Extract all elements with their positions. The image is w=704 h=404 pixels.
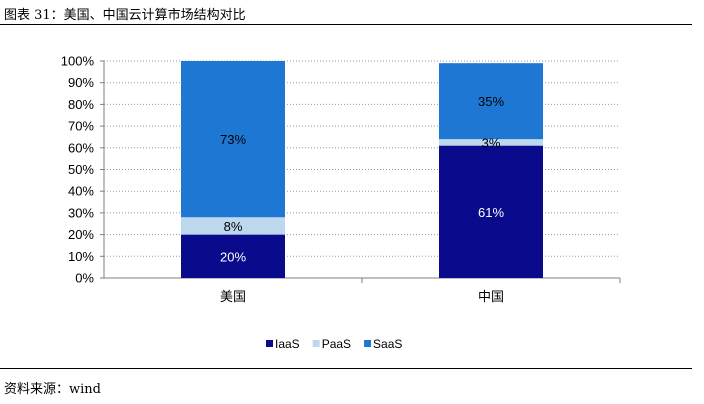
data-labels: 20% 8% 73% 61% 3% 35% <box>220 94 504 264</box>
legend: IaaS PaaS SaaS <box>266 337 402 351</box>
y-tick-label: 40% <box>68 184 94 199</box>
y-tick-label: 0% <box>75 271 94 286</box>
legend-swatch-paas <box>312 340 320 347</box>
figure-title: 图表 31：美国、中国云计算市场结构对比 <box>4 8 246 23</box>
bar-saas-1 <box>439 63 543 140</box>
category-label: 中国 <box>478 290 504 305</box>
bars <box>181 61 543 278</box>
y-tick-label: 90% <box>68 75 94 90</box>
legend-label-saas: SaaS <box>373 337 402 351</box>
y-tick-label: 50% <box>68 162 94 177</box>
legend-swatch-iaas <box>266 340 273 347</box>
category-label: 美国 <box>220 290 246 305</box>
data-label-iaas-0: 20% <box>220 249 246 264</box>
data-label-paas-0: 8% <box>224 219 243 234</box>
y-tick-label: 10% <box>68 249 94 264</box>
bar-saas-0 <box>181 61 285 218</box>
axes: 0% 10% 20% 30% 40% 50% 60% 70% 80% 90% 100% 美国 中国 <box>61 54 621 305</box>
bottom-rule <box>0 368 692 369</box>
y-tick-label: 20% <box>68 227 94 242</box>
y-tick-label: 70% <box>68 119 94 134</box>
bar-paas-1 <box>439 139 543 146</box>
legend-swatch-saas <box>364 340 372 347</box>
top-rule <box>0 24 692 25</box>
y-tick-label: 80% <box>68 97 94 112</box>
chart: 0% 10% 20% 30% 40% 50% 60% 70% 80% 90% 100% 美国 中国 20… <box>61 54 621 351</box>
data-label-paas-1: 3% <box>482 135 501 150</box>
bar-iaas-1 <box>439 145 543 278</box>
bar-iaas-0 <box>181 234 285 278</box>
legend-label-iaas: IaaS <box>275 337 300 351</box>
legend-label-paas: PaaS <box>322 337 351 351</box>
data-label-saas-0: 73% <box>220 132 246 147</box>
bar-paas-0 <box>181 217 285 235</box>
figure-source: 资料来源：wind <box>4 382 101 397</box>
y-tick-label: 60% <box>68 140 94 155</box>
data-label-saas-1: 35% <box>478 94 504 109</box>
data-label-iaas-1: 61% <box>478 205 504 220</box>
y-tick-label: 100% <box>61 54 95 69</box>
y-tick-label: 30% <box>68 205 94 220</box>
